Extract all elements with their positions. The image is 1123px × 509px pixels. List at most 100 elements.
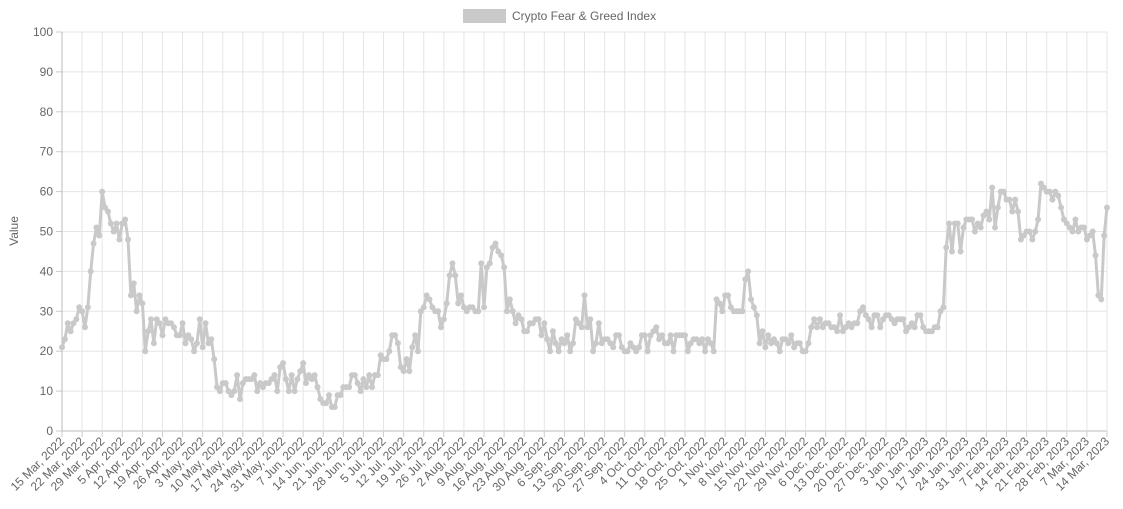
data-point (176, 332, 183, 339)
data-point (386, 348, 393, 355)
data-point (739, 308, 746, 315)
data-point (426, 296, 433, 303)
data-point (311, 372, 318, 379)
data-point (211, 356, 218, 363)
data-point (1000, 188, 1007, 195)
y-tick-label: 60 (40, 185, 54, 199)
data-point (954, 220, 961, 227)
data-point (325, 392, 332, 399)
data-point (437, 324, 444, 331)
data-point (940, 304, 947, 311)
data-point (403, 356, 410, 363)
data-point (854, 320, 861, 327)
data-point (369, 384, 376, 391)
y-tick-label: 100 (33, 25, 53, 39)
data-point (710, 348, 717, 355)
data-point (285, 388, 292, 395)
data-point (127, 292, 134, 299)
data-point (776, 348, 783, 355)
data-point (59, 344, 65, 351)
data-point (960, 224, 967, 231)
y-tick-label: 30 (40, 304, 54, 318)
data-point (948, 248, 955, 255)
data-point (288, 372, 295, 379)
data-point (684, 348, 691, 355)
data-point (1069, 228, 1076, 235)
data-point (156, 320, 163, 327)
data-point (1098, 296, 1105, 303)
data-point (788, 332, 795, 339)
data-point (702, 348, 709, 355)
data-point (664, 340, 671, 347)
data-point (992, 224, 999, 231)
data-point (443, 300, 450, 307)
data-point (498, 252, 505, 259)
data-point (1081, 224, 1088, 231)
data-point (808, 324, 815, 331)
data-point (274, 388, 281, 395)
data-point (357, 388, 364, 395)
data-point (1026, 228, 1033, 235)
data-point (555, 348, 562, 355)
data-point (331, 404, 338, 411)
data-point (1046, 188, 1053, 195)
data-point (748, 296, 755, 303)
data-point (561, 340, 568, 347)
data-point (765, 332, 772, 339)
data-point (392, 332, 399, 339)
data-point (900, 316, 907, 323)
y-tick-label: 70 (40, 145, 54, 159)
data-point (142, 348, 149, 355)
data-point (802, 348, 809, 355)
data-point (354, 380, 361, 387)
data-point (400, 368, 407, 375)
data-point (753, 312, 760, 319)
data-point (535, 316, 542, 323)
data-point (191, 348, 198, 355)
data-point (742, 276, 749, 283)
data-point (868, 324, 875, 331)
data-point (360, 376, 367, 383)
data-point (837, 312, 844, 319)
legend-label: Crypto Fear & Greed Index (512, 9, 656, 23)
y-tick-label: 10 (40, 384, 54, 398)
data-point (314, 384, 321, 391)
data-point (636, 344, 643, 351)
data-point (193, 340, 200, 347)
data-point (150, 340, 157, 347)
data-point (989, 184, 996, 191)
data-point (133, 308, 140, 315)
legend: Crypto Fear & Greed Index (463, 9, 656, 23)
data-point (481, 304, 488, 311)
data-point (567, 348, 574, 355)
data-point (1058, 204, 1065, 211)
data-point (911, 324, 918, 331)
data-point (1104, 204, 1110, 211)
data-point (570, 340, 577, 347)
data-point (199, 344, 206, 351)
data-point (934, 324, 941, 331)
data-point (254, 388, 261, 395)
data-point (512, 320, 519, 327)
data-point (716, 300, 723, 307)
data-point (865, 316, 872, 323)
data-point (1049, 196, 1056, 203)
data-point (1032, 228, 1039, 235)
data-point (834, 328, 841, 335)
data-point (544, 336, 551, 343)
data-point (303, 380, 310, 387)
y-tick-label: 50 (40, 225, 54, 239)
data-point (811, 316, 818, 323)
data-point (983, 208, 990, 215)
data-point (541, 320, 548, 327)
data-point (414, 348, 421, 355)
data-point (957, 248, 964, 255)
data-point (969, 216, 976, 223)
data-point (196, 316, 203, 323)
data-point (64, 320, 71, 327)
data-point (506, 296, 513, 303)
data-point (147, 316, 154, 323)
y-tick-label: 0 (46, 424, 53, 438)
data-point (859, 304, 866, 311)
y-tick-label: 20 (40, 344, 54, 358)
